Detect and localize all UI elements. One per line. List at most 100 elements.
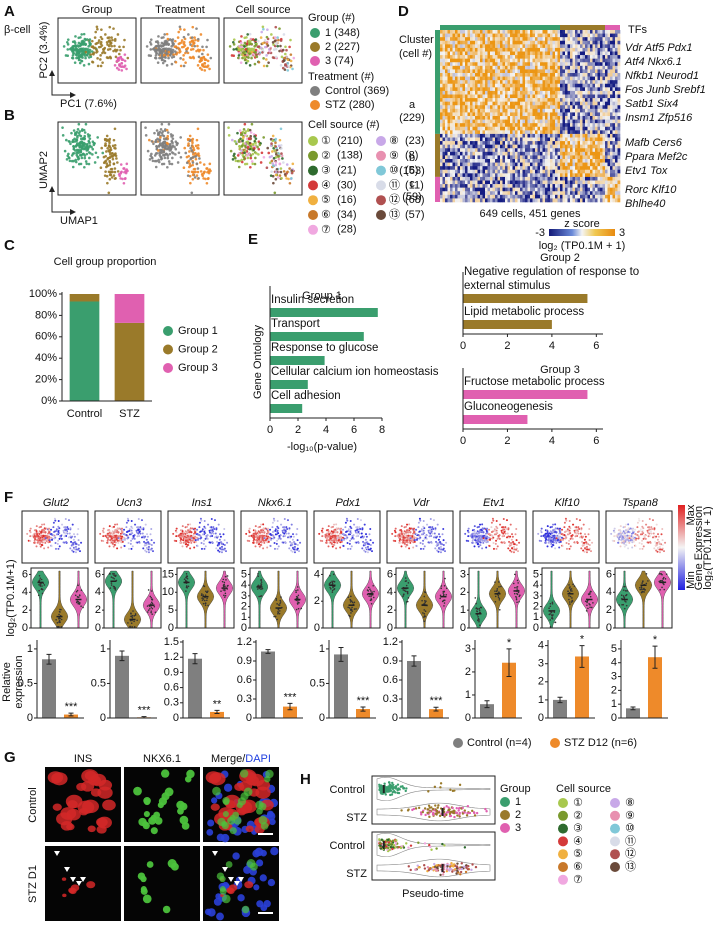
heatmap-cell xyxy=(582,169,586,174)
pca-cell xyxy=(284,45,287,49)
umap-cell xyxy=(67,139,71,143)
heatmap-cell xyxy=(565,144,568,149)
heatmap-cell xyxy=(522,69,526,74)
heatmap-cell xyxy=(445,58,448,63)
heatmap-cell xyxy=(480,51,483,56)
heatmap-cell xyxy=(565,105,568,110)
heatmap-cell xyxy=(537,144,541,149)
heatmap-cell xyxy=(465,112,468,117)
heatmap-cell xyxy=(447,55,451,59)
heatmap-cell xyxy=(510,141,513,145)
heatmap-cell xyxy=(487,166,491,171)
umap-cell xyxy=(114,152,117,155)
heatmap-cell xyxy=(455,151,458,156)
heatmap-cell xyxy=(507,159,511,163)
heatmap-cell xyxy=(570,69,573,74)
heatmap-cell xyxy=(450,180,453,185)
heatmap-cell xyxy=(510,144,513,149)
heatmap-cell xyxy=(552,76,556,81)
heatmap-cell xyxy=(470,176,473,181)
pca-cell xyxy=(247,47,251,50)
heatmap-cell xyxy=(567,108,571,113)
heatmap-cell xyxy=(607,155,611,160)
heatmap-cell xyxy=(615,40,618,45)
heatmap-cell xyxy=(520,137,523,142)
pca-cell xyxy=(165,64,169,67)
heatmap-cell xyxy=(572,108,576,113)
heatmap-cell xyxy=(577,37,581,42)
heatmap-cell xyxy=(535,73,538,77)
heatmap-cell xyxy=(450,73,453,77)
heatmap-cell xyxy=(587,116,591,120)
heatmap-cell xyxy=(515,123,518,128)
heatmap-cell xyxy=(547,144,551,149)
heatmap-cell xyxy=(512,159,516,163)
heatmap-cell xyxy=(460,80,463,85)
umap-cell xyxy=(277,155,280,158)
heatmap-cell xyxy=(465,130,468,135)
heatmap-cell xyxy=(582,33,586,38)
heatmap-cell xyxy=(450,130,453,135)
heatmap-cell xyxy=(507,87,511,92)
heatmap-cell xyxy=(502,159,506,163)
heatmap-cell xyxy=(615,80,618,85)
heatmap-cell xyxy=(447,126,451,131)
heatmap-cell xyxy=(520,87,523,92)
heatmap-cell xyxy=(585,73,588,77)
heatmap-cell xyxy=(485,176,488,181)
heatmap-cell xyxy=(567,101,571,106)
legend-dot xyxy=(308,136,318,146)
heatmap-cell xyxy=(540,169,543,174)
heatmap-cell xyxy=(610,169,613,174)
heatmap-cell xyxy=(497,151,501,156)
heatmap-cell xyxy=(525,62,528,67)
heatmap-cell xyxy=(457,47,461,52)
heatmap-cell xyxy=(572,137,576,142)
heatmap-cell xyxy=(475,65,478,70)
heatmap-cell xyxy=(492,44,496,49)
heatmap-cell xyxy=(567,191,571,196)
heatmap-cell xyxy=(522,123,526,128)
heatmap-cell xyxy=(522,162,526,167)
heatmap-cell xyxy=(585,55,588,59)
heatmap-cell xyxy=(537,37,541,42)
heatmap-cell xyxy=(572,191,576,196)
heatmap-cell xyxy=(595,33,598,38)
heatmap-cell xyxy=(470,112,473,117)
heatmap-cell xyxy=(477,47,481,52)
heatmap-cell xyxy=(512,119,516,124)
umap-cell xyxy=(246,140,250,143)
heatmap-cell xyxy=(545,58,548,63)
heatmap-cell xyxy=(570,159,573,163)
heatmap-cell xyxy=(512,105,516,110)
heatmap-cell xyxy=(597,119,601,124)
heatmap-cell xyxy=(552,94,556,99)
heatmap-cell xyxy=(440,187,443,192)
heatmap-cell xyxy=(445,126,448,131)
heatmap-cell xyxy=(465,141,468,145)
heatmap-cell xyxy=(610,184,613,188)
heatmap-cell xyxy=(590,108,593,113)
heatmap-cell xyxy=(520,159,523,163)
heatmap-cell xyxy=(490,176,493,181)
heatmap-cell xyxy=(585,69,588,74)
heatmap-cell xyxy=(530,141,533,145)
pca-cell xyxy=(232,38,236,41)
heatmap-cell xyxy=(547,51,551,56)
heatmap-cell xyxy=(567,184,571,188)
umap-cell xyxy=(243,149,247,152)
heatmap-cell xyxy=(600,73,603,77)
heatmap-cell xyxy=(570,62,573,67)
heatmap-cell xyxy=(532,144,536,149)
umap-cell xyxy=(242,128,246,131)
heatmap-cell xyxy=(597,73,601,77)
heatmap-cell xyxy=(450,191,453,196)
umap-cell xyxy=(75,151,78,155)
heatmap-cell xyxy=(617,123,621,128)
umap-cell xyxy=(74,145,78,148)
heatmap-cell xyxy=(540,105,543,110)
heatmap-cell xyxy=(470,76,473,81)
heatmap-cell xyxy=(517,116,521,120)
umap-cell xyxy=(248,128,252,132)
heatmap-cell xyxy=(447,144,451,149)
